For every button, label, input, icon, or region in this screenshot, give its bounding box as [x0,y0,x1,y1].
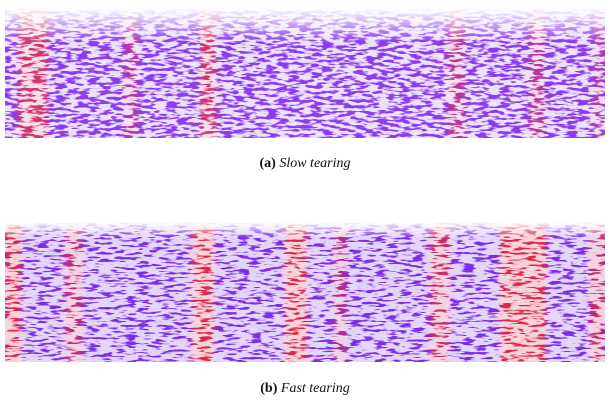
spectrogram-a [5,8,605,138]
caption-text: Slow tearing [279,156,351,171]
caption-b: (b) Fast tearing [0,381,610,397]
caption-label: (b) [260,381,278,396]
caption-text: Fast tearing [280,381,350,396]
caption-label: (a) [259,156,276,171]
caption-a: (a) Slow tearing [0,156,610,172]
spectrogram-b [5,222,605,362]
